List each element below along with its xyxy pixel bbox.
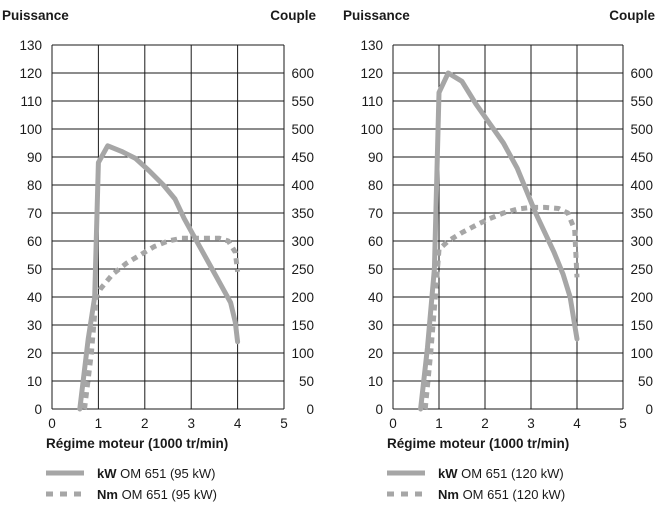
series-line-nm: [82, 235, 241, 410]
x-tick-label: 1: [95, 416, 103, 431]
y-left-tick-label: 130: [360, 38, 383, 53]
y-left-tick-label: 30: [368, 318, 383, 333]
y-right-tick-label: 350: [630, 206, 653, 221]
legend-engine: OM 651 (95 kW): [118, 487, 217, 502]
y-left-tick-label: 110: [20, 94, 42, 109]
x-tick-label: 4: [234, 416, 242, 431]
x-tick-label: 5: [280, 416, 288, 431]
legend-engine: OM 651 (95 kW): [117, 466, 216, 481]
y-left-tick-label: 80: [368, 178, 383, 193]
series-line-nm: [422, 204, 580, 410]
y-left-tick-label: 100: [19, 122, 42, 137]
legend-engine: OM 651 (120 kW): [459, 487, 565, 502]
y-left-tick-label: 40: [368, 290, 383, 305]
y-right-tick-label: 250: [630, 262, 653, 277]
y-right-tick-label: 250: [291, 262, 314, 277]
x-tick-label: 4: [573, 416, 581, 431]
x-tick-label: 0: [389, 416, 397, 431]
y-right-tick-label: 300: [291, 234, 314, 249]
legend-label-kw: kW OM 651 (120 kW): [438, 466, 564, 481]
y-left-axis-title: Puissance: [2, 8, 69, 23]
legend-unit: Nm: [438, 487, 459, 502]
x-axis-title: Régime moteur (1000 tr/min): [387, 436, 569, 451]
y-right-tick-label: 500: [630, 122, 653, 137]
y-left-tick-label: 50: [368, 262, 383, 277]
y-left-tick-label: 0: [375, 402, 383, 417]
y-left-tick-label: 0: [34, 402, 42, 417]
y-left-tick-label: 120: [19, 66, 42, 81]
y-left-tick-label: 60: [27, 234, 42, 249]
y-right-tick-label: 400: [291, 178, 314, 193]
y-left-tick-label: 110: [361, 94, 383, 109]
y-right-tick-label: 600: [291, 66, 314, 81]
x-axis-title: Régime moteur (1000 tr/min): [46, 436, 228, 451]
y-left-tick-label: 130: [19, 38, 42, 53]
y-right-tick-label: 50: [299, 374, 314, 389]
y-left-tick-label: 50: [27, 262, 42, 277]
y-left-tick-label: 10: [27, 374, 42, 389]
x-tick-label: 1: [435, 416, 443, 431]
y-left-axis-title: Puissance: [343, 8, 410, 23]
y-right-tick-label: 0: [306, 402, 314, 417]
y-right-tick-label: 500: [291, 122, 314, 137]
y-right-tick-label: 150: [630, 318, 653, 333]
y-right-axis-title: Couple: [270, 8, 316, 23]
y-right-tick-label: 150: [291, 318, 314, 333]
y-right-tick-label: 300: [630, 234, 653, 249]
y-right-tick-label: 600: [630, 66, 653, 81]
y-left-tick-label: 40: [27, 290, 42, 305]
series-line-kw: [418, 70, 580, 412]
y-right-tick-label: 350: [291, 206, 314, 221]
y-right-axis-title: Couple: [609, 8, 655, 23]
y-left-tick-label: 120: [360, 66, 383, 81]
x-tick-label: 2: [141, 416, 149, 431]
series-line-kw: [77, 143, 241, 412]
legend-unit: Nm: [97, 487, 118, 502]
legend-unit: kW: [438, 466, 458, 481]
y-right-tick-label: 100: [630, 346, 653, 361]
x-tick-label: 3: [187, 416, 195, 431]
legend-label-nm: Nm OM 651 (95 kW): [97, 487, 217, 502]
y-left-tick-label: 60: [368, 234, 383, 249]
y-left-tick-label: 80: [27, 178, 42, 193]
y-right-tick-label: 200: [291, 290, 314, 305]
y-left-tick-label: 20: [368, 346, 383, 361]
y-left-tick-label: 100: [360, 122, 383, 137]
y-left-tick-label: 90: [27, 150, 42, 165]
y-left-tick-label: 20: [27, 346, 42, 361]
chart-1: 0 1 2 3 4 50102030405060708090100110120130050…: [2, 8, 316, 502]
chart-2: 0 1 2 3 4 50102030405060708090100110120130050…: [343, 8, 655, 502]
y-right-tick-label: 50: [638, 374, 653, 389]
x-tick-label: 5: [619, 416, 627, 431]
x-tick-label: 0: [48, 416, 56, 431]
y-left-tick-label: 90: [368, 150, 383, 165]
y-right-tick-label: 100: [291, 346, 314, 361]
x-tick-label: 2: [481, 416, 489, 431]
y-left-tick-label: 70: [368, 206, 383, 221]
y-right-tick-label: 450: [630, 150, 653, 165]
y-right-tick-label: 200: [630, 290, 653, 305]
y-right-tick-label: 400: [630, 178, 653, 193]
y-right-tick-label: 550: [630, 94, 653, 109]
y-left-tick-label: 70: [27, 206, 42, 221]
legend-label-nm: Nm OM 651 (120 kW): [438, 487, 565, 502]
legend-label-kw: kW OM 651 (95 kW): [97, 466, 215, 481]
legend-unit: kW: [97, 466, 117, 481]
y-left-tick-label: 10: [368, 374, 383, 389]
y-right-tick-label: 450: [291, 150, 314, 165]
y-right-tick-label: 550: [291, 94, 314, 109]
legend-engine: OM 651 (120 kW): [458, 466, 564, 481]
y-left-tick-label: 30: [27, 318, 42, 333]
y-right-tick-label: 0: [645, 402, 653, 417]
x-tick-label: 3: [527, 416, 535, 431]
